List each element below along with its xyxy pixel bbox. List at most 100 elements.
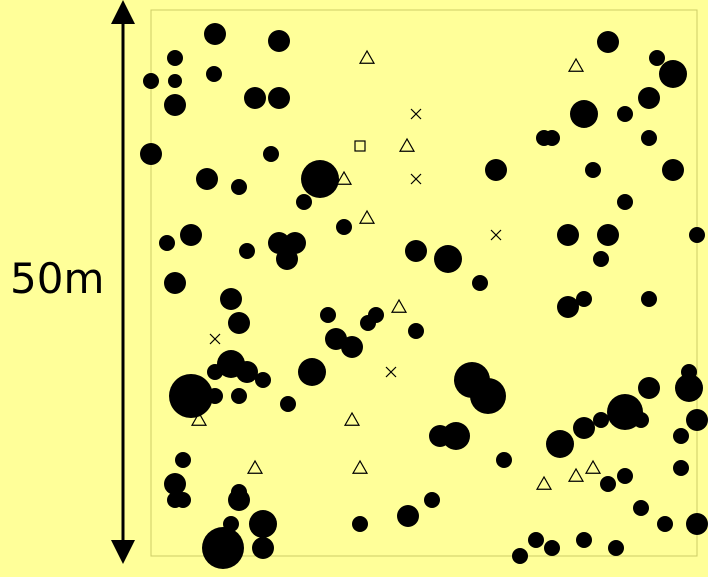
tree-circle — [206, 66, 222, 82]
tree-circle — [164, 473, 186, 495]
tree-circle — [593, 251, 609, 267]
squares-layer — [354, 140, 366, 152]
tree-circle — [164, 272, 186, 294]
tree-circle — [352, 516, 368, 532]
triangle-marker — [351, 459, 369, 474]
tree-circle — [180, 224, 202, 246]
tree-circle — [298, 358, 326, 386]
tree-circle — [472, 275, 488, 291]
tree-circle — [641, 291, 657, 307]
tree-circle — [585, 162, 601, 178]
tree-circle — [633, 500, 649, 516]
triangles-layer — [190, 49, 602, 490]
tree-circle — [244, 87, 266, 109]
tree-circle — [597, 224, 619, 246]
tree-circle — [657, 516, 673, 532]
tree-circle — [169, 374, 213, 418]
tree-circle — [228, 489, 250, 511]
triangle-marker — [567, 57, 585, 72]
tree-circle — [167, 50, 183, 66]
tree-circle — [638, 377, 660, 399]
tree-circle — [544, 130, 560, 146]
tree-circle — [496, 452, 512, 468]
tree-circle — [408, 323, 424, 339]
tree-circle — [544, 540, 560, 556]
tree-circle — [397, 505, 419, 527]
tree-circle — [641, 130, 657, 146]
tree-circle — [140, 143, 162, 165]
triangle-marker — [190, 411, 208, 426]
tree-circle — [689, 227, 705, 243]
tree-circle — [557, 296, 579, 318]
tree-circle — [638, 87, 660, 109]
tree-circle — [617, 106, 633, 122]
tree-circle — [276, 248, 298, 270]
tree-circle — [228, 312, 250, 334]
tree-circle — [159, 235, 175, 251]
tree-circle — [512, 548, 528, 564]
tree-circle — [617, 194, 633, 210]
tree-circle — [220, 288, 242, 310]
tree-circle — [268, 30, 290, 52]
tree-circle — [202, 527, 244, 569]
tree-circle — [597, 31, 619, 53]
tree-circle — [236, 361, 258, 383]
tree-circle — [320, 307, 336, 323]
tree-circle — [600, 476, 616, 492]
tree-circle — [249, 510, 277, 538]
triangle-marker — [358, 209, 376, 224]
tree-circle — [196, 168, 218, 190]
tree-circle — [576, 532, 592, 548]
cross-marker — [209, 333, 221, 345]
scale-label: 50m — [10, 254, 105, 303]
triangle-marker — [343, 411, 361, 426]
tree-circle — [168, 74, 182, 88]
tree-circle — [175, 452, 191, 468]
tree-circle — [673, 428, 689, 444]
tree-circle — [662, 159, 684, 181]
tree-circle — [576, 291, 592, 307]
tree-circle — [204, 23, 226, 45]
square-marker — [354, 140, 366, 152]
triangle-marker — [584, 459, 602, 474]
tree-circle — [686, 513, 708, 535]
crosses-layer — [209, 108, 502, 378]
tree-circle — [239, 243, 255, 259]
tree-circle — [442, 422, 470, 450]
tree-circle — [546, 430, 574, 458]
tree-circle — [470, 378, 506, 414]
tree-circle — [231, 388, 247, 404]
triangle-marker — [246, 459, 264, 474]
tree-circle — [686, 409, 708, 431]
tree-circle — [434, 245, 462, 273]
tree-circle — [608, 540, 624, 556]
trees-layer — [140, 23, 708, 569]
tree-circle — [617, 468, 633, 484]
tree-circle — [296, 194, 312, 210]
tree-circle — [341, 336, 363, 358]
tree-circle — [485, 159, 507, 181]
triangle-marker — [335, 170, 353, 185]
plot-boundary — [150, 9, 698, 557]
tree-circle — [570, 100, 598, 128]
tree-circle — [268, 87, 290, 109]
cross-marker — [410, 108, 422, 120]
triangle-marker — [567, 467, 585, 482]
tree-circle — [673, 460, 689, 476]
cross-marker — [490, 229, 502, 241]
tree-circle — [557, 224, 579, 246]
tree-circle — [405, 240, 427, 262]
tree-circle — [255, 372, 271, 388]
tree-circle — [252, 537, 274, 559]
tree-circle — [675, 374, 703, 402]
tree-circle — [659, 60, 687, 88]
triangle-marker — [358, 49, 376, 64]
tree-circle — [573, 417, 595, 439]
cross-marker — [385, 366, 397, 378]
triangle-marker — [398, 137, 416, 152]
tree-circle — [231, 179, 247, 195]
tree-circle — [593, 412, 609, 428]
tree-circle — [336, 219, 352, 235]
